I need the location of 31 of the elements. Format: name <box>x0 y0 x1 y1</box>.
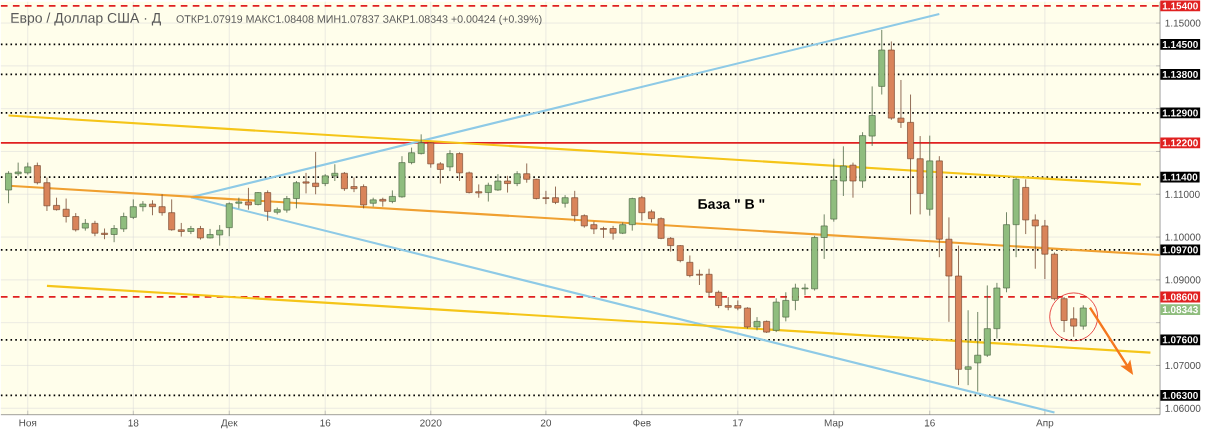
x-tick-label: Апр <box>1036 419 1054 429</box>
y-tick-label: 1.11000 <box>1165 190 1200 198</box>
x-tick-label: 20 <box>540 419 552 427</box>
y-tick-label: 1.15000 <box>1165 19 1201 27</box>
ref-line-label: 1.08600 <box>1162 293 1198 301</box>
x-tick-label: 2020 <box>420 419 442 427</box>
ref-line-label: 1.13800 <box>1162 71 1198 79</box>
x-tick-label: Мар <box>824 419 844 429</box>
ref-line-label: 1.12200 <box>1162 139 1198 147</box>
ref-line-label: 1.09700 <box>1162 246 1198 254</box>
x-tick-label: Дек <box>221 419 238 429</box>
x-tick-label: 16 <box>924 419 935 427</box>
y-tick-label: 1.07000 <box>1165 362 1201 370</box>
x-tick-label: Фев <box>633 419 651 427</box>
x-tick-label: 17 <box>733 419 743 427</box>
y-tick-label: 1.09000 <box>1165 276 1201 284</box>
ref-line-label: 1.12900 <box>1162 109 1198 117</box>
text: Евро / Доллар США · Д <box>11 12 161 26</box>
ref-line-label: 1.14500 <box>1162 41 1198 49</box>
y-tick-label: 1.06000 <box>1165 404 1201 412</box>
text: 1.08343 <box>1162 306 1198 314</box>
ref-line-label: 1.15400 <box>1162 2 1198 10</box>
y-tick-label: 1.10000 <box>1165 233 1201 241</box>
ref-line-label: 1.07600 <box>1162 336 1198 344</box>
x-tick-label: Ноя <box>19 419 37 427</box>
x-tick-label: 18 <box>128 419 139 427</box>
x-tick-label: 16 <box>320 419 331 427</box>
text: ОТКР1.07919 МАКС1.08408 МИН1.07837 ЗАКР1.08343 +0.00424 (+0.39%) <box>176 15 542 26</box>
annotation: База " В " <box>698 199 765 210</box>
ref-line-label: 1.11400 <box>1162 173 1198 181</box>
ref-line-label: 1.06300 <box>1162 392 1198 400</box>
